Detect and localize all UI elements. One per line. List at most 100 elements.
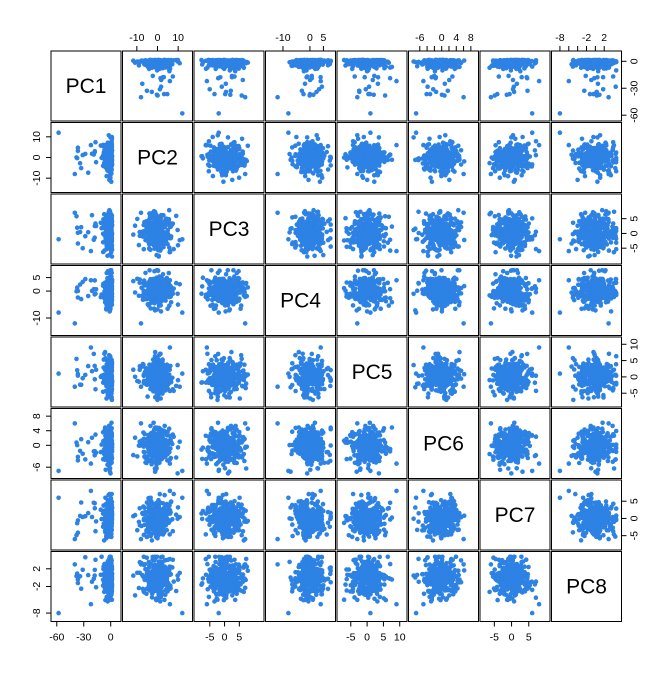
data-point — [306, 60, 312, 65]
data-point — [488, 171, 494, 177]
data-point — [161, 244, 166, 250]
data-point — [536, 142, 542, 148]
data-point — [458, 148, 464, 153]
data-point — [501, 171, 507, 176]
data-point — [215, 167, 221, 172]
data-point — [306, 177, 311, 183]
data-point — [504, 60, 510, 66]
data-point — [360, 61, 366, 67]
data-point — [240, 61, 246, 67]
data-point — [447, 61, 453, 66]
data-point — [444, 158, 449, 164]
data-point — [508, 68, 514, 73]
data-point — [349, 156, 355, 162]
data-point — [105, 168, 111, 174]
data-point — [343, 152, 348, 157]
data-point — [227, 63, 233, 69]
data-point — [318, 168, 323, 174]
data-point — [367, 167, 372, 173]
data-point — [232, 74, 237, 79]
data-point — [598, 59, 603, 64]
data-point — [362, 74, 368, 80]
data-point — [295, 162, 301, 167]
data-point — [456, 143, 461, 149]
data-point — [613, 150, 619, 155]
data-point — [433, 150, 439, 155]
data-point — [210, 173, 216, 179]
data-point — [591, 134, 596, 140]
data-point — [443, 133, 448, 138]
data-point — [297, 153, 302, 158]
data-point — [103, 225, 109, 231]
data-point — [428, 168, 433, 173]
data-point — [80, 246, 85, 251]
data-point — [446, 77, 452, 83]
data-point — [135, 216, 140, 222]
data-point — [427, 91, 433, 97]
data-point — [343, 63, 348, 68]
data-point — [422, 58, 427, 63]
data-point — [432, 168, 438, 174]
panel-frame-pc1-pc3 — [193, 50, 265, 122]
data-point — [106, 146, 112, 151]
data-point — [413, 130, 419, 135]
data-point — [416, 60, 421, 65]
data-point — [105, 212, 111, 218]
data-point — [212, 91, 217, 97]
data-point — [301, 91, 306, 97]
data-point — [132, 223, 138, 228]
data-point — [302, 146, 308, 151]
data-point — [308, 142, 314, 147]
diagonal-label-pc2: PC2 — [137, 147, 178, 170]
data-point — [314, 89, 319, 95]
data-point — [601, 146, 607, 151]
data-point — [228, 92, 233, 98]
data-point — [421, 78, 426, 84]
data-point — [166, 207, 172, 213]
data-point — [216, 130, 221, 135]
data-point — [210, 134, 215, 140]
data-point — [426, 141, 432, 147]
data-point — [517, 154, 523, 159]
data-point — [610, 74, 616, 79]
data-point — [437, 146, 443, 151]
data-point — [302, 168, 308, 173]
data-point — [606, 161, 612, 167]
data-point — [239, 162, 244, 168]
data-point — [228, 88, 234, 94]
data-point — [575, 177, 580, 183]
data-point — [216, 111, 221, 116]
data-point — [503, 150, 509, 155]
data-point — [325, 143, 331, 149]
data-point — [109, 134, 115, 140]
data-point — [314, 65, 320, 71]
data-point — [448, 139, 453, 144]
data-point — [496, 139, 502, 145]
data-point — [318, 74, 323, 80]
data-point — [227, 150, 233, 155]
data-point — [583, 73, 588, 79]
data-point — [375, 81, 381, 87]
data-point — [371, 149, 376, 154]
data-point — [233, 168, 239, 173]
scatter-panel-pc1-vs-pc2 — [131, 57, 185, 116]
data-point — [328, 227, 334, 233]
data-point — [491, 165, 496, 171]
data-point — [461, 171, 466, 177]
data-point — [613, 168, 619, 174]
data-point — [416, 157, 421, 163]
data-point — [363, 87, 369, 92]
data-point — [324, 149, 330, 155]
data-point — [74, 155, 80, 161]
data-point — [524, 75, 530, 81]
data-point — [307, 147, 313, 153]
data-point — [141, 246, 147, 252]
data-point — [355, 94, 360, 100]
data-point — [204, 142, 210, 148]
scatter-panel-pc3-vs-pc4 — [275, 207, 334, 259]
data-point — [522, 147, 527, 152]
data-point — [242, 94, 248, 100]
data-point — [241, 65, 247, 71]
data-point — [394, 142, 399, 148]
